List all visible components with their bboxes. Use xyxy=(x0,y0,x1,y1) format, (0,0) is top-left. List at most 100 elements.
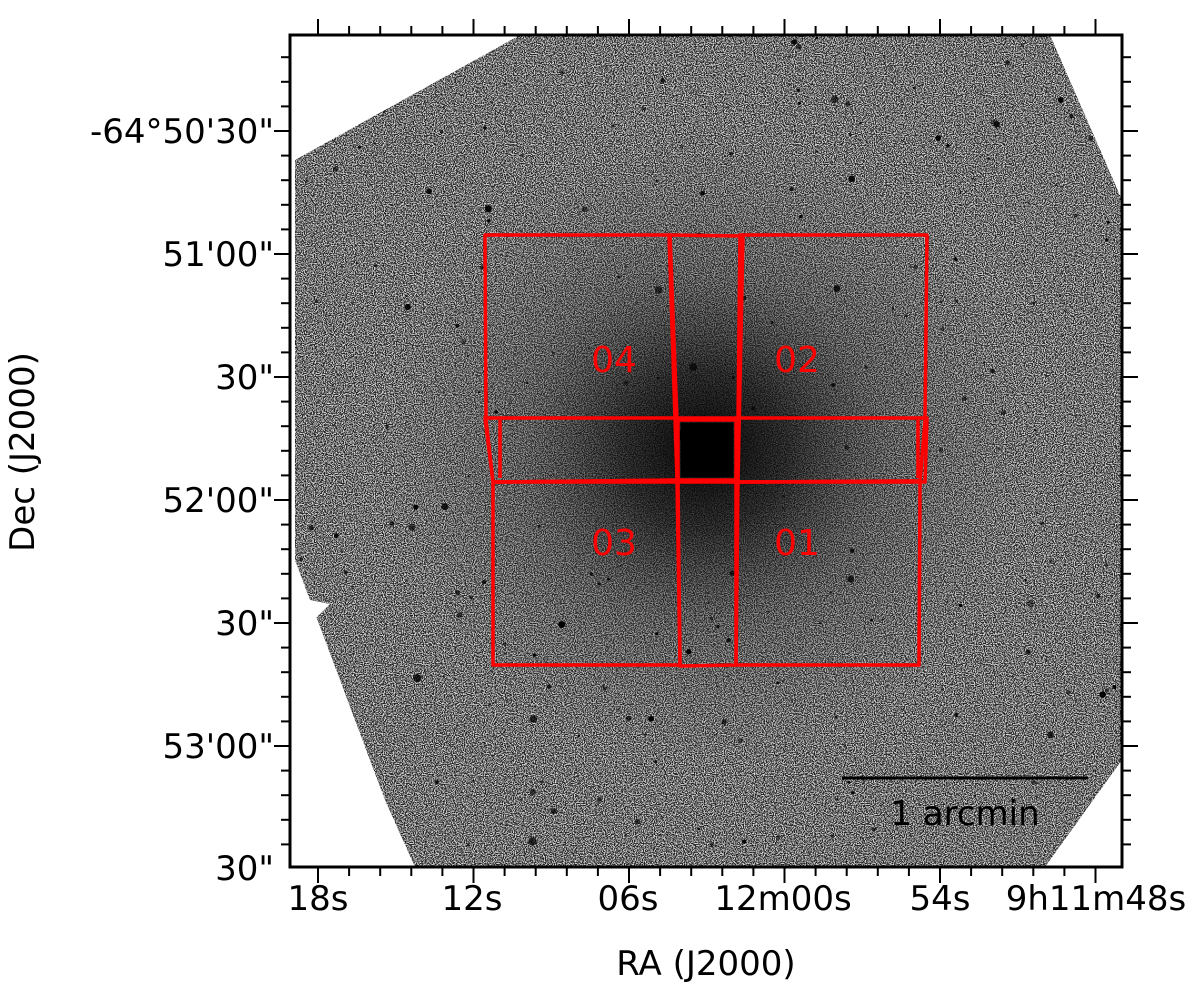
star xyxy=(445,57,454,66)
star xyxy=(384,470,388,474)
star xyxy=(831,95,839,104)
star xyxy=(845,101,851,107)
star xyxy=(1049,559,1053,564)
star xyxy=(559,70,565,75)
star xyxy=(481,579,487,585)
star xyxy=(551,351,555,355)
y-tick-label-5: 53'00" xyxy=(162,727,274,767)
star xyxy=(1106,220,1110,224)
star xyxy=(775,835,781,840)
star xyxy=(364,791,367,794)
star xyxy=(347,103,351,108)
star xyxy=(529,715,537,723)
star xyxy=(881,618,884,621)
star xyxy=(939,300,943,304)
star xyxy=(741,839,747,844)
x-tick-label-12s: 12s xyxy=(442,879,503,919)
star xyxy=(796,44,802,50)
y-axis-label: Dec (J2000) xyxy=(3,352,43,552)
star xyxy=(1069,114,1074,119)
star xyxy=(597,785,601,788)
star xyxy=(1085,822,1091,828)
star xyxy=(382,109,386,113)
star xyxy=(938,447,944,453)
star xyxy=(660,78,666,83)
star xyxy=(487,703,491,706)
star xyxy=(928,140,931,142)
star xyxy=(341,63,345,67)
star xyxy=(389,520,395,527)
star xyxy=(1066,690,1071,695)
star xyxy=(751,406,756,411)
star xyxy=(1104,688,1109,693)
star xyxy=(1054,183,1058,187)
star xyxy=(303,832,307,835)
star xyxy=(413,674,422,683)
star xyxy=(953,257,958,262)
star xyxy=(437,53,440,56)
star xyxy=(816,150,818,153)
star xyxy=(469,596,473,600)
star xyxy=(1099,691,1107,698)
star xyxy=(847,780,851,784)
star xyxy=(713,733,717,737)
star xyxy=(707,628,710,631)
star xyxy=(892,307,895,310)
star xyxy=(848,175,855,182)
star xyxy=(751,104,754,107)
star xyxy=(926,221,929,224)
star xyxy=(587,82,590,84)
star xyxy=(850,548,855,553)
x-tick-label-9h11m48s: 9h11m48s xyxy=(1006,879,1187,919)
star xyxy=(434,780,439,785)
star xyxy=(508,402,511,405)
star xyxy=(946,478,949,481)
star xyxy=(597,797,602,802)
star xyxy=(1024,578,1027,582)
star xyxy=(829,590,833,594)
chip-gap-notch xyxy=(300,598,330,622)
star xyxy=(587,347,591,350)
star xyxy=(461,339,466,345)
star xyxy=(859,121,862,125)
star xyxy=(796,88,801,92)
star xyxy=(655,286,663,294)
y-tick-label-6: 30" xyxy=(215,849,274,889)
x-tick-label-06s: 06s xyxy=(598,879,659,919)
star xyxy=(959,191,962,194)
scale-bar-label: 1 arcmin xyxy=(890,794,1039,834)
star xyxy=(815,36,818,40)
star xyxy=(602,686,607,691)
star xyxy=(941,688,944,691)
star xyxy=(579,431,582,434)
star xyxy=(847,575,855,583)
star xyxy=(692,226,695,228)
star xyxy=(709,842,715,847)
star xyxy=(940,327,945,332)
star xyxy=(308,525,314,531)
star xyxy=(314,299,319,304)
star xyxy=(958,603,963,608)
star xyxy=(1061,272,1064,274)
star xyxy=(870,618,874,622)
star xyxy=(529,789,536,795)
star xyxy=(788,55,792,58)
field-outlines xyxy=(483,233,929,668)
star xyxy=(626,715,632,721)
star xyxy=(577,734,581,737)
star xyxy=(830,834,835,838)
star xyxy=(1020,43,1024,47)
star xyxy=(709,616,714,621)
star xyxy=(971,177,974,180)
star xyxy=(528,837,537,846)
star xyxy=(798,101,801,105)
star xyxy=(685,209,687,211)
star xyxy=(935,135,942,141)
field-label-03: 03 xyxy=(591,523,637,564)
star xyxy=(1050,260,1052,263)
star xyxy=(655,179,658,182)
star xyxy=(994,616,997,619)
star xyxy=(993,121,1000,128)
star xyxy=(299,557,304,561)
star xyxy=(483,742,486,744)
